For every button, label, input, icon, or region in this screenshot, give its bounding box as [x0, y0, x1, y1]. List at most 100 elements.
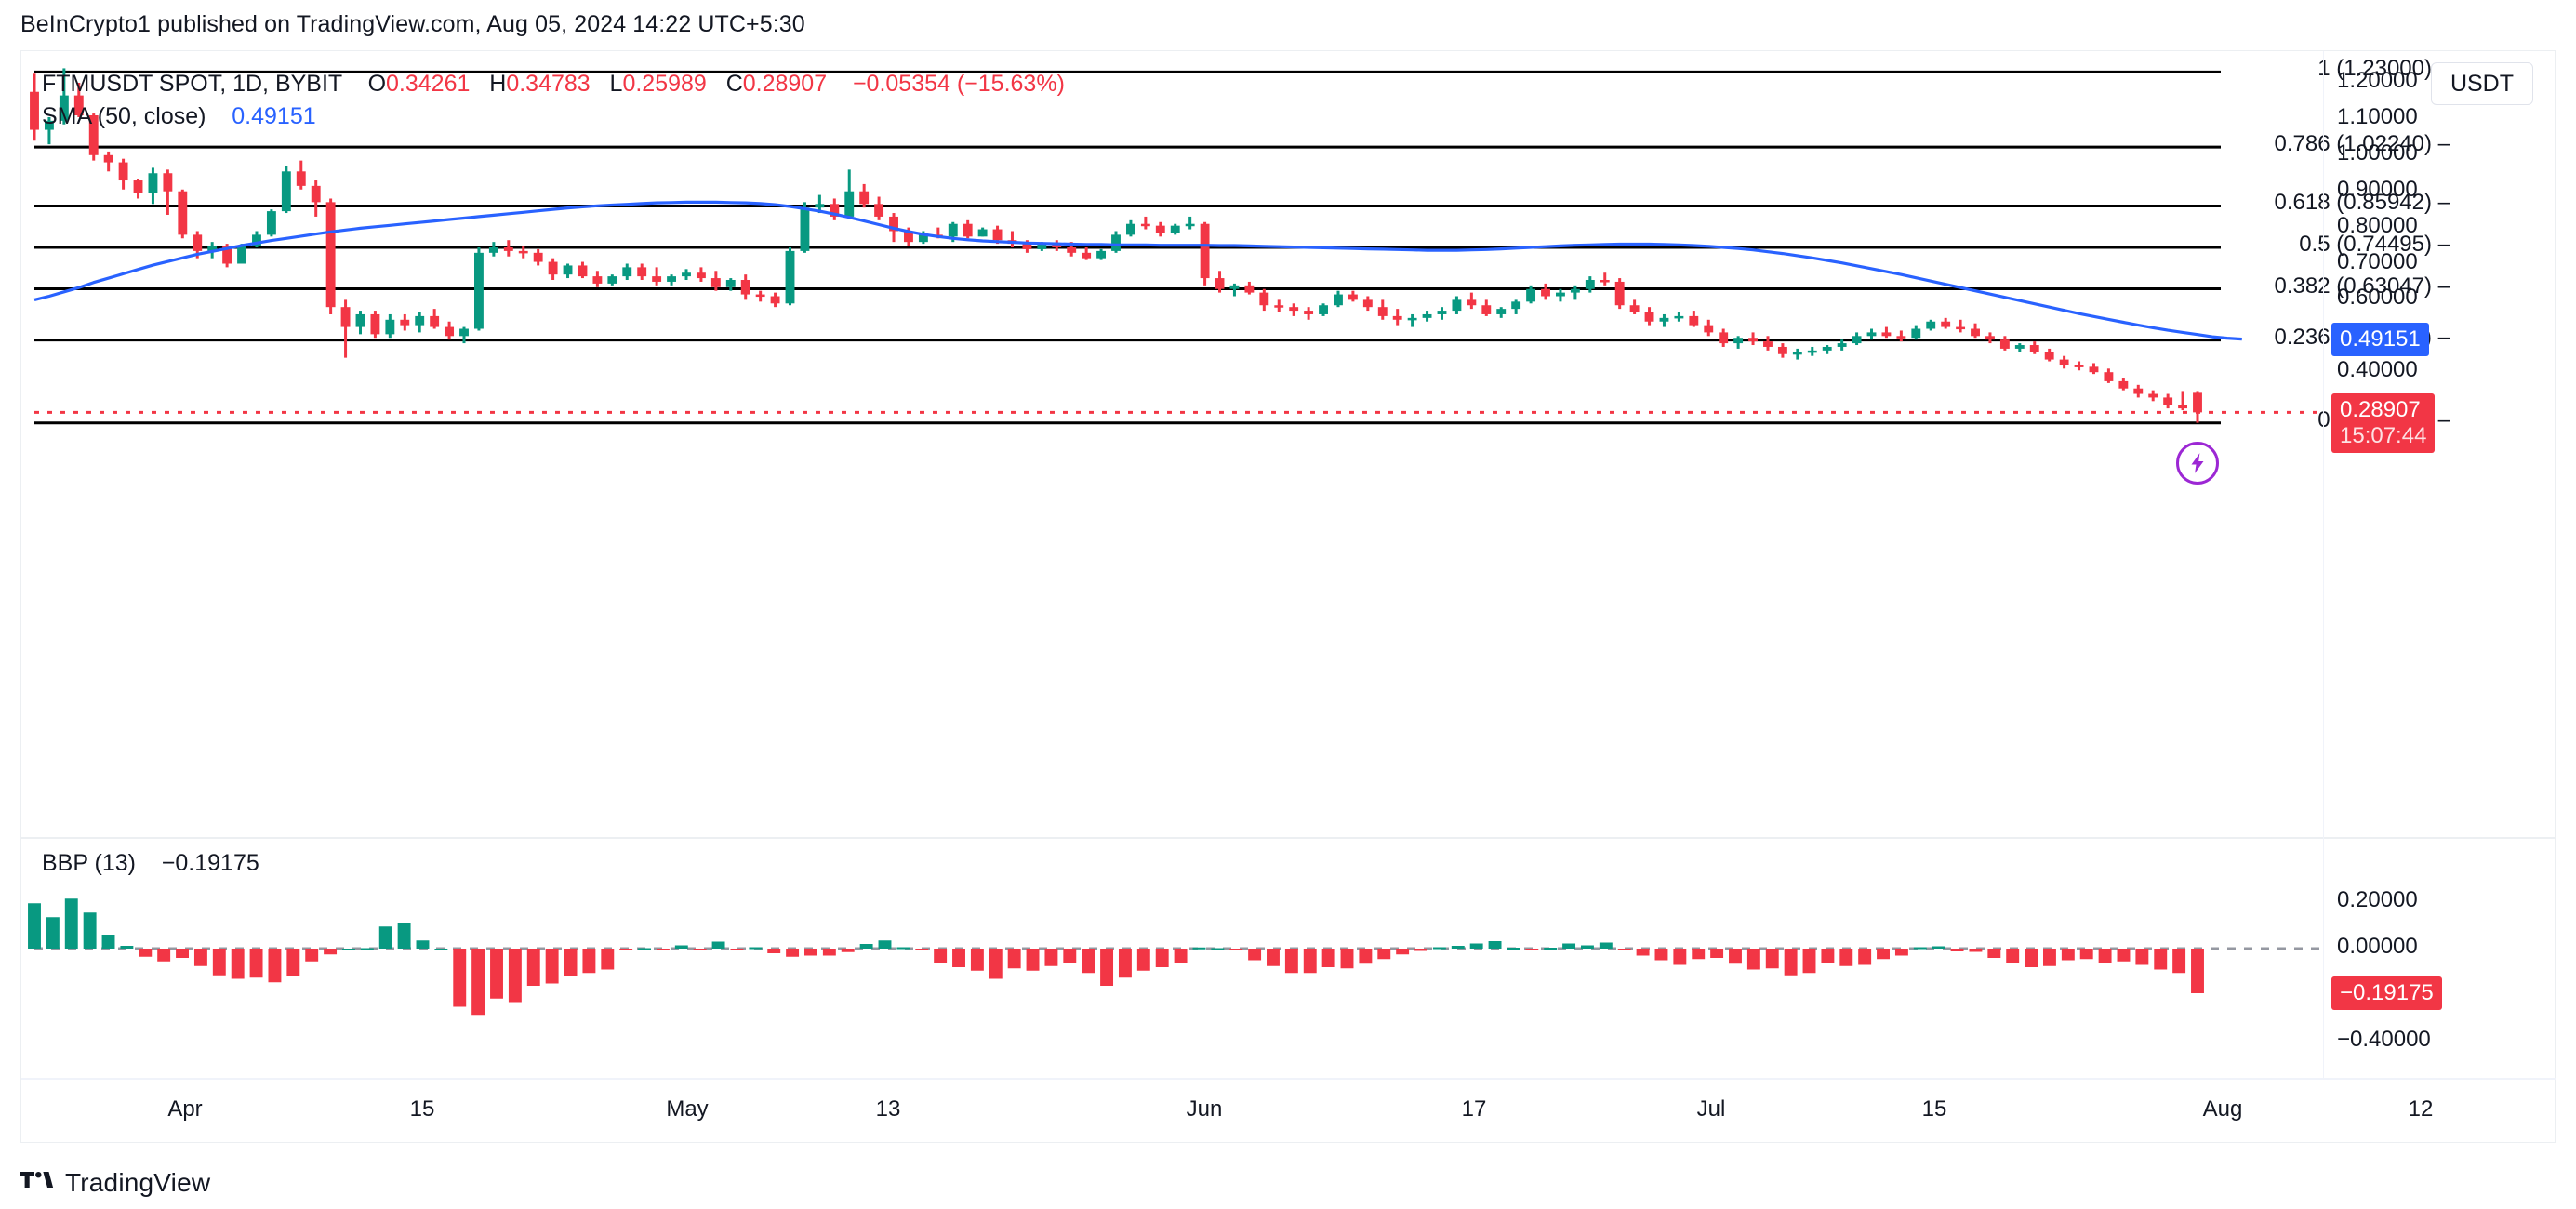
candle-body [725, 280, 736, 287]
bbp-bar [674, 945, 688, 949]
time-tick-label: Jun [1186, 1096, 1223, 1122]
candle-body [1289, 307, 1299, 312]
currency-pill[interactable]: USDT [2430, 62, 2533, 105]
time-tick-label: 12 [2408, 1096, 2434, 1122]
price-scale[interactable]: 1.20000 1.10000 1.00000 0.90000 0.80000 0.700… [2324, 51, 2556, 1078]
candle-body [385, 319, 395, 335]
sma-price-badge[interactable]: 0.49151 [2331, 322, 2429, 356]
candle-body [1200, 223, 1210, 279]
close-value: 0.28907 [742, 71, 828, 97]
bbp-bar [1118, 949, 1132, 978]
bbp-bar [952, 949, 965, 967]
bbp-tick: 0.00000 [2337, 934, 2418, 959]
bbp-bar [1303, 949, 1317, 974]
open-label: O [367, 71, 387, 97]
candle-body [1526, 288, 1536, 302]
bbp-bar [1248, 949, 1262, 961]
price-tick: 0.90000 [2337, 176, 2418, 202]
candle-body [118, 162, 128, 181]
candle-body [1362, 299, 1373, 308]
candle-body [667, 276, 676, 282]
candle-body [1511, 301, 1521, 310]
candle-body [800, 207, 810, 251]
fib-label-0.618: 0.618 (0.85942) – [2274, 190, 2450, 216]
bbp-bar [1229, 949, 1243, 950]
candle-body [459, 328, 469, 337]
bbp-bar [1765, 949, 1779, 969]
candle-body [281, 171, 291, 212]
candle-body [844, 191, 855, 217]
bbp-bar [638, 948, 652, 950]
candle-body [2044, 352, 2054, 360]
bbp-plot[interactable] [21, 839, 2556, 1078]
symbol-label[interactable]: FTMUSDT SPOT, 1D, BYBIT [42, 71, 342, 97]
time-tick-label: May [666, 1096, 709, 1122]
candle-body [1052, 244, 1062, 247]
bbp-bar [841, 949, 855, 952]
bbp-bar [101, 935, 115, 949]
bbp-bar [1858, 949, 1872, 965]
candle-body [1971, 328, 1980, 337]
bbp-label[interactable]: BBP (13) [42, 850, 136, 876]
sma-label[interactable]: SMA (50, close) [42, 103, 206, 129]
bbp-bar [1451, 946, 1465, 949]
time-tick-label: 15 [1921, 1096, 1947, 1122]
candle-body [1452, 299, 1462, 312]
candle-body [1911, 328, 1921, 339]
candle-body [977, 229, 988, 237]
candle-body [2118, 380, 2129, 389]
bbp-bar [434, 949, 448, 950]
bbp-value-badge[interactable]: −0.19175 [2331, 976, 2442, 1010]
bbp-bar [786, 949, 800, 957]
candle-body [370, 313, 380, 335]
bbp-bar [193, 949, 207, 966]
candle-body [340, 307, 351, 327]
bbp-bar [1525, 949, 1539, 950]
lightning-bolt-icon[interactable] [2176, 441, 2219, 485]
price-pane: FTMUSDT SPOT, 1D, BYBIT O0.34261 H0.3478… [21, 51, 2556, 837]
countdown-timer: 15:07:44 [2340, 423, 2427, 449]
candle-body [1733, 338, 1744, 344]
candle-body [163, 173, 173, 192]
price-tick: 1.20000 [2337, 68, 2418, 93]
tradingview-wordmark: TradingView [65, 1168, 211, 1197]
candle-body [1570, 288, 1580, 293]
candle-body [1719, 332, 1729, 344]
last-price-badge[interactable]: 0.28907 15:07:44 [2331, 393, 2436, 454]
candle-body [44, 120, 54, 130]
bbp-bar [601, 949, 615, 970]
bbp-bar [2172, 949, 2186, 974]
candle-body [1999, 339, 2010, 349]
bbp-bar [859, 944, 873, 949]
fib-label-0.786: 0.786 (1.02240) – [2274, 131, 2450, 157]
time-axis[interactable]: Apr 15 May 13 Jun 17 Jul 15 Aug 12 [21, 1080, 2556, 1142]
time-tick-label: Aug [2202, 1096, 2243, 1122]
time-tick-label: Apr [167, 1096, 203, 1122]
bbp-bar [711, 941, 725, 949]
bbp-bar [1950, 949, 1964, 951]
candle-body [1037, 244, 1047, 249]
time-tick-label: 13 [875, 1096, 901, 1122]
open-value: 0.34261 [386, 71, 471, 97]
price-tick: 0.70000 [2337, 248, 2418, 274]
candle-body [1852, 336, 1862, 344]
candle-body [2148, 393, 2158, 398]
bbp-bar [176, 949, 190, 958]
high-value: 0.34783 [506, 71, 591, 97]
candle-body [2029, 345, 2039, 352]
candle-body [1985, 336, 1995, 340]
low-value: 0.25989 [622, 71, 707, 97]
candle-body [30, 91, 39, 130]
bbp-bar [1007, 949, 1021, 969]
low-label: L [609, 71, 623, 97]
price-plot[interactable] [21, 51, 2556, 837]
candle-body [1096, 250, 1107, 259]
bbp-bar [1340, 949, 1354, 969]
bbp-bar [46, 917, 60, 949]
bbp-bar [1692, 949, 1706, 960]
bbp-bar [1469, 943, 1483, 949]
candle-body [2074, 365, 2084, 367]
price-tick: 0.40000 [2337, 357, 2418, 383]
last-price-value: 0.28907 [2340, 397, 2421, 423]
bbp-bar [1377, 949, 1391, 960]
